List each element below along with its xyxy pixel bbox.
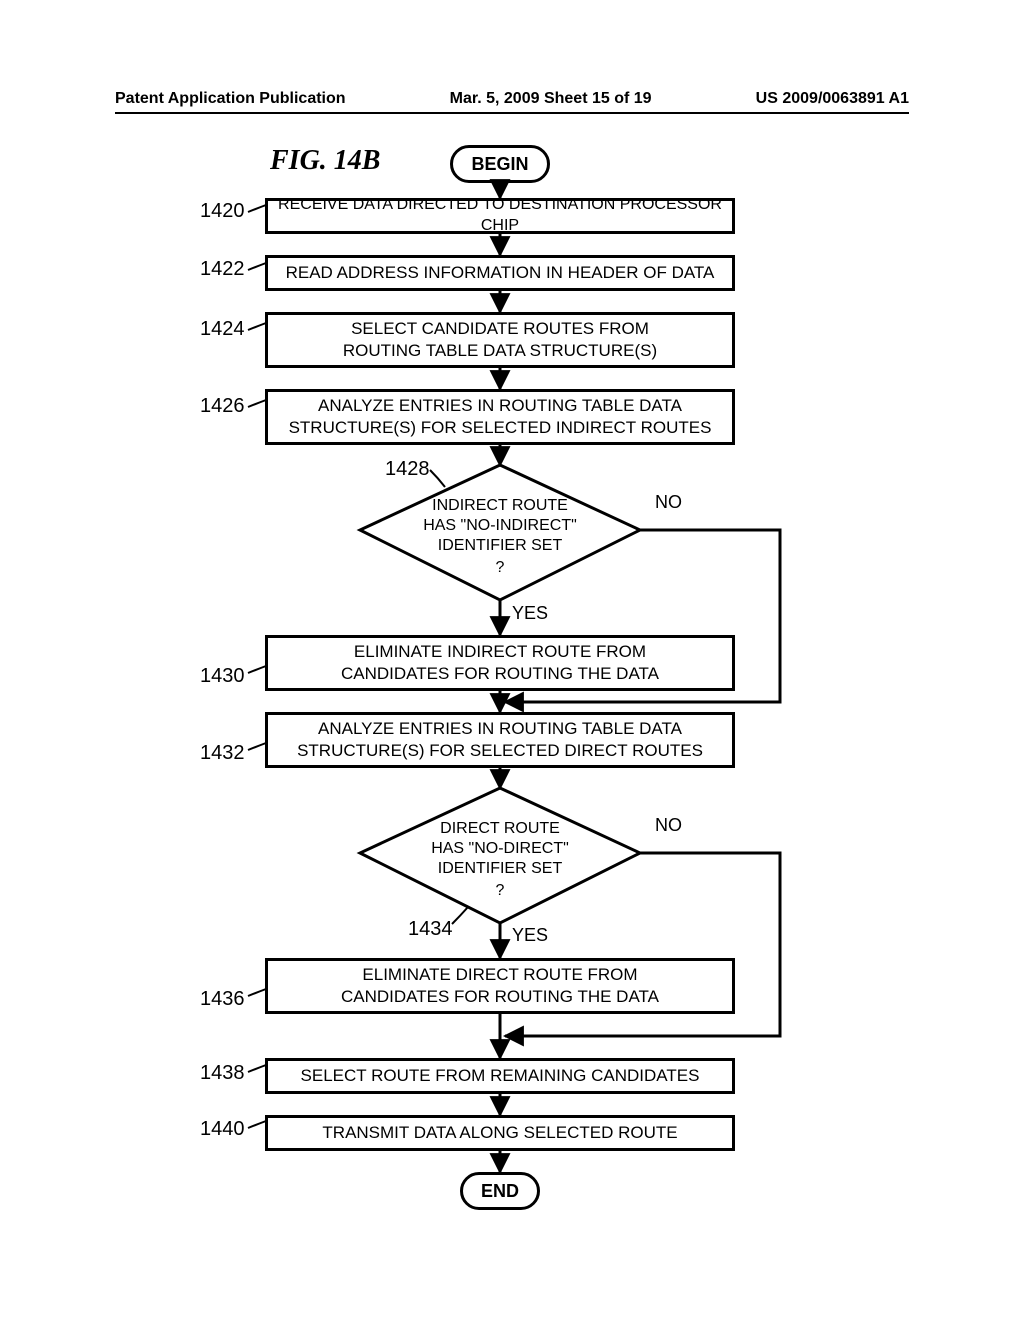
page: Patent Application Publication Mar. 5, 2… [0,0,1024,1320]
step-1430: ELIMINATE INDIRECT ROUTE FROM CANDIDATES… [265,635,735,691]
step-1432: ANALYZE ENTRIES IN ROUTING TABLE DATA ST… [265,712,735,768]
ref-1436: 1436 [200,988,245,1011]
svg-text:?: ? [496,882,505,899]
svg-text:?: ? [496,559,505,576]
label-no-2: NO [655,815,682,836]
step-1440: TRANSMIT DATA ALONG SELECTED ROUTE [265,1115,735,1151]
ref-1438: 1438 [200,1062,245,1085]
page-header: Patent Application Publication Mar. 5, 2… [115,90,909,114]
svg-text:IDENTIFIER SET: IDENTIFIER SET [438,860,563,877]
svg-text:HAS "NO-INDIRECT": HAS "NO-INDIRECT" [423,517,577,534]
ref-1424: 1424 [200,318,245,341]
svg-text:HAS "NO-DIRECT": HAS "NO-DIRECT" [431,840,569,857]
ref-1420: 1420 [200,200,245,223]
step-1438: SELECT ROUTE FROM REMAINING CANDIDATES [265,1058,735,1094]
ref-1426: 1426 [200,395,245,418]
svg-text:IDENTIFIER SET: IDENTIFIER SET [438,537,563,554]
ref-1430: 1430 [200,665,245,688]
label-yes-2: YES [512,925,548,946]
step-1424: SELECT CANDIDATE ROUTES FROM ROUTING TAB… [265,312,735,368]
header-center: Mar. 5, 2009 Sheet 15 of 19 [450,90,652,108]
step-1422: READ ADDRESS INFORMATION IN HEADER OF DA… [265,255,735,291]
label-yes-1: YES [512,603,548,624]
svg-text:DIRECT ROUTE: DIRECT ROUTE [440,820,560,837]
step-1426: ANALYZE ENTRIES IN ROUTING TABLE DATA ST… [265,389,735,445]
svg-text:INDIRECT ROUTE: INDIRECT ROUTE [432,497,568,514]
ref-1440: 1440 [200,1118,245,1141]
label-no-1: NO [655,492,682,513]
figure-label: FIG. 14B [270,145,380,177]
ref-1422: 1422 [200,258,245,281]
ref-1432: 1432 [200,742,245,765]
header-left: Patent Application Publication [115,90,346,108]
terminal-begin: BEGIN [450,145,550,183]
header-right: US 2009/0063891 A1 [756,90,909,108]
terminal-end: END [460,1172,540,1210]
ref-1428: 1428 [385,458,430,481]
step-1420: RECEIVE DATA DIRECTED TO DESTINATION PRO… [265,198,735,234]
ref-1434: 1434 [408,918,453,941]
step-1436: ELIMINATE DIRECT ROUTE FROM CANDIDATES F… [265,958,735,1014]
